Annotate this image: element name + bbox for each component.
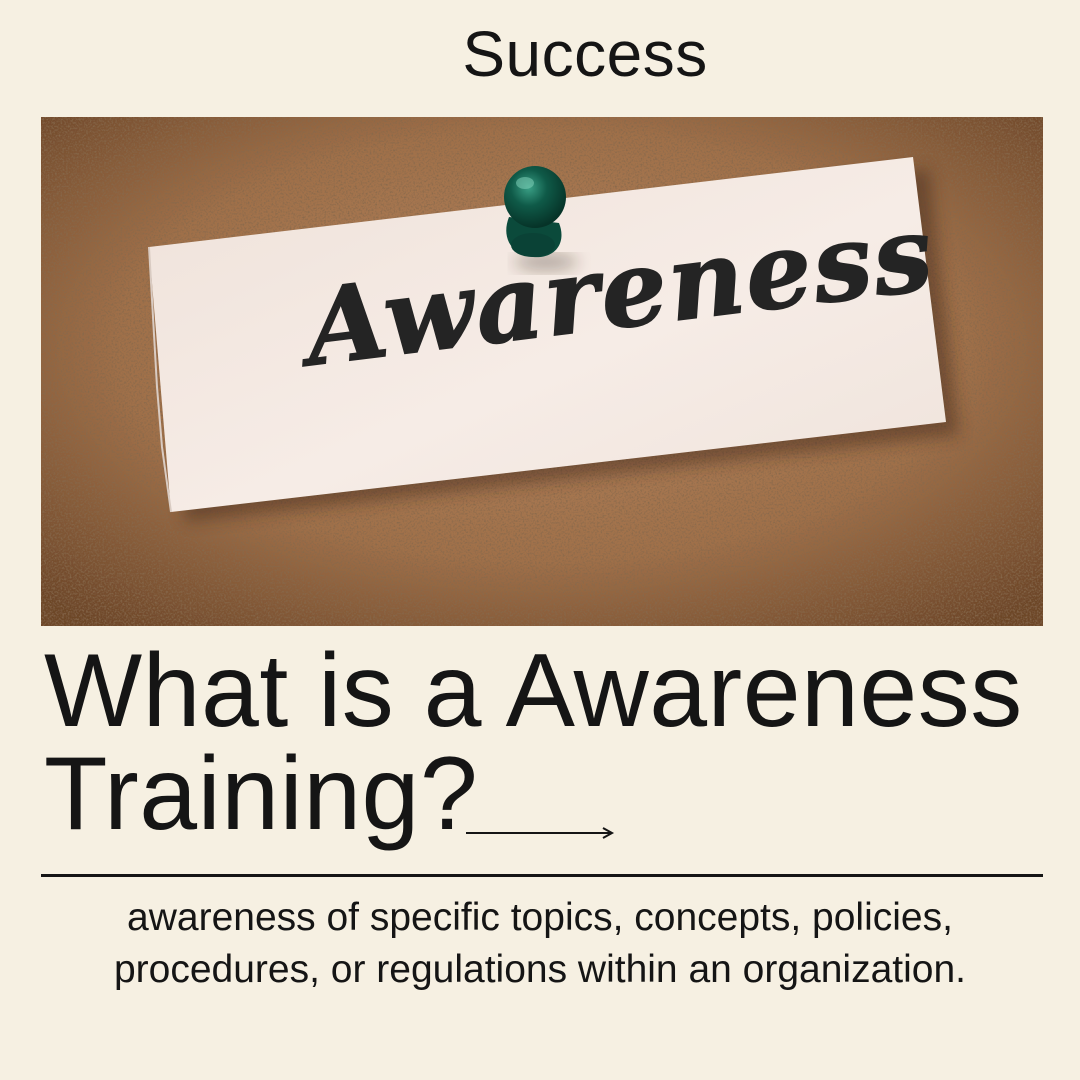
paper-note bbox=[149, 157, 946, 512]
headline-line-1: What is a Awareness bbox=[44, 633, 1023, 749]
divider-rule bbox=[41, 874, 1043, 877]
corkboard-photo: Awareness bbox=[41, 117, 1043, 626]
description-text: awareness of specific topics, concepts, … bbox=[113, 896, 966, 991]
note-torn-edge bbox=[148, 246, 172, 513]
headline: What is a Awareness Training? bbox=[44, 633, 1064, 852]
push-pin-icon bbox=[504, 166, 566, 258]
headline-line-2: Training? bbox=[44, 736, 479, 852]
arrow-right-icon bbox=[466, 827, 615, 839]
pin-shadow bbox=[514, 254, 578, 270]
brand-title: Success bbox=[462, 18, 708, 90]
